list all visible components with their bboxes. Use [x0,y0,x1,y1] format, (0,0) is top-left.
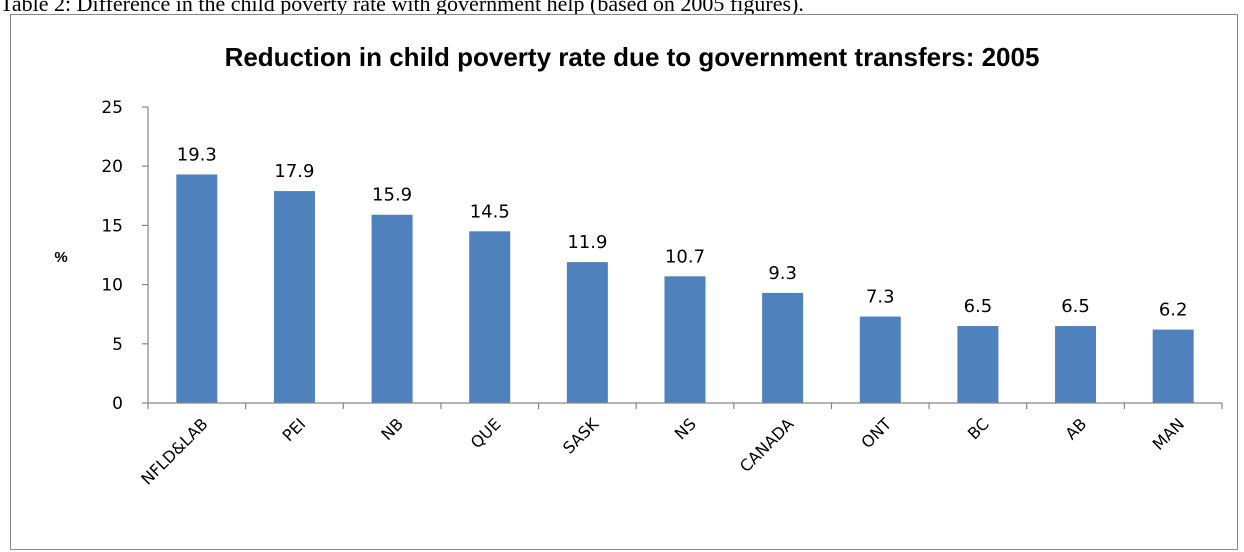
y-axis-label: % [54,249,67,266]
y-tick-label: 15 [101,216,123,236]
x-tick-label: NFLD&LAB [137,414,211,488]
y-axis: 0 5 10 15 20 25 [101,98,149,414]
y-tick-label: 5 [112,335,123,355]
data-label: 7.3 [866,287,895,308]
bar [762,292,804,403]
bars: 19.3 17.9 15.9 14.5 11.9 10.7 9.3 7.3 6.5 6.5 6.2 [176,144,1194,403]
data-label: 14.5 [470,201,510,222]
y-tick-label: 10 [101,276,123,296]
x-tick-label: NS [671,414,700,443]
data-label: 9.3 [768,263,797,284]
bar [664,276,706,403]
chart-title: Reduction in child poverty rate due to g… [225,42,1040,72]
y-tick-label: 0 [112,394,123,414]
data-label: 17.9 [274,161,314,182]
data-label: 15.9 [372,185,412,206]
data-label: 19.3 [177,144,217,165]
x-tick-label: QUE [467,414,505,452]
bar [469,231,511,403]
bar [566,262,608,403]
x-tick-label: BC [964,414,993,443]
data-label: 6.2 [1159,300,1188,321]
bar [273,191,315,403]
x-tick-label: MAN [1149,414,1188,453]
x-tick-label: CANADA [736,414,798,476]
data-label: 10.7 [665,246,705,267]
x-tick-label: SASK [559,414,603,458]
bar [371,214,413,403]
y-tick-label: 25 [101,98,123,118]
data-label: 6.5 [964,296,993,317]
y-tick-label: 20 [101,157,123,177]
data-label: 6.5 [1061,296,1090,317]
x-tick-label: AB [1061,414,1090,443]
bar [1152,329,1194,403]
x-tick-label: ONT [857,414,895,452]
data-label: 11.9 [567,232,607,253]
x-tick-label: NB [377,414,407,444]
bar [176,174,218,403]
bar [1055,326,1097,403]
x-tick-label: PEI [279,414,310,445]
x-axis: NFLD&LAB PEI NB QUE SASK NS CANADA ONT BC AB MAN [137,402,1223,489]
table-caption: Table 2: Difference in the child poverty… [0,0,804,16]
bar [859,316,901,403]
bar [957,326,999,403]
